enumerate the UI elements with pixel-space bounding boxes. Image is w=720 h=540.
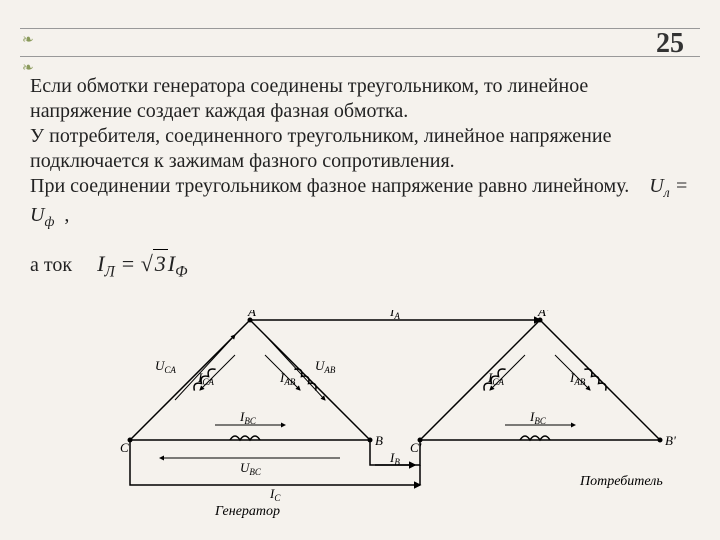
line-wires — [130, 320, 540, 485]
gen-current-arrows — [200, 355, 300, 425]
paragraph-3: При соединении треугольником фазное напр… — [30, 174, 690, 231]
svg-text:Генератор: Генератор — [214, 504, 280, 519]
svg-text:C: C — [120, 440, 129, 455]
svg-text:IB: IB — [389, 450, 400, 467]
paragraph-2: У потребителя, соединенного треугольнико… — [30, 124, 690, 174]
svg-text:IAB: IAB — [569, 370, 586, 387]
current-row: а ток IЛ = √3IФ — [30, 249, 690, 282]
formula-current: IЛ = √3IФ — [97, 251, 187, 276]
bullet-deco-1: ❧ — [22, 32, 34, 49]
svg-text:B': B' — [665, 433, 676, 448]
caption-labels: Генератор Потребитель — [214, 474, 663, 519]
delta-connection-diagram: A B C A' B' C' UCA UAB UBC ICA IAB IBC I… — [120, 310, 680, 520]
svg-text:IBC: IBC — [529, 409, 547, 426]
svg-text:ICA: ICA — [487, 370, 504, 387]
svg-text:IAB: IAB — [279, 370, 296, 387]
svg-text:ICA: ICA — [197, 370, 214, 387]
svg-text:Потребитель: Потребитель — [579, 474, 663, 489]
svg-text:UAB: UAB — [315, 358, 336, 375]
svg-text:C': C' — [410, 440, 422, 455]
svg-text:UBC: UBC — [240, 460, 262, 477]
svg-text:A': A' — [537, 310, 549, 319]
body-text: Если обмотки генератора соединены треуго… — [30, 74, 690, 282]
svg-text:A: A — [247, 310, 256, 319]
paragraph-1: Если обмотки генератора соединены треуго… — [30, 74, 690, 124]
con-current-arrows — [490, 355, 590, 425]
svg-text:B: B — [375, 433, 383, 448]
svg-text:IBC: IBC — [239, 409, 257, 426]
svg-text:IC: IC — [269, 486, 281, 503]
svg-text:UCA: UCA — [155, 358, 176, 375]
